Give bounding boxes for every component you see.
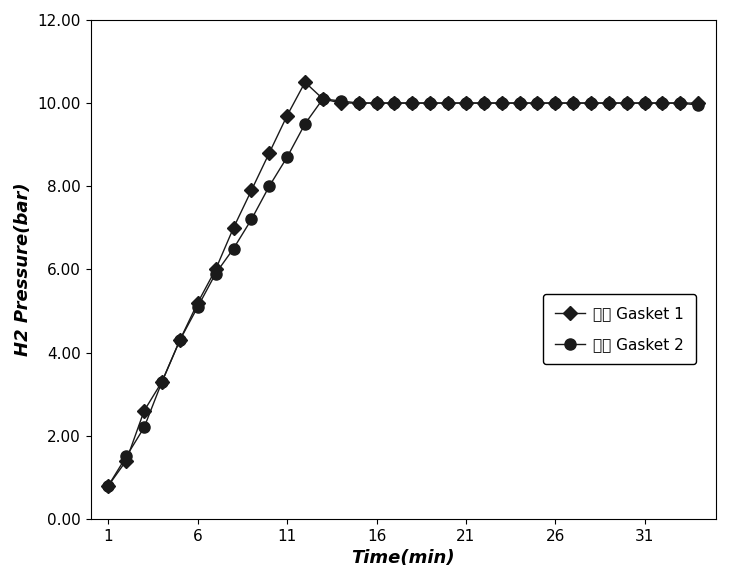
X-axis label: Time(min): Time(min) — [352, 549, 455, 567]
Legend: 신규 Gasket 1, 신규 Gasket 2: 신규 Gasket 1, 신규 Gasket 2 — [542, 295, 696, 364]
Y-axis label: H2 Pressure(bar): H2 Pressure(bar) — [14, 182, 32, 356]
